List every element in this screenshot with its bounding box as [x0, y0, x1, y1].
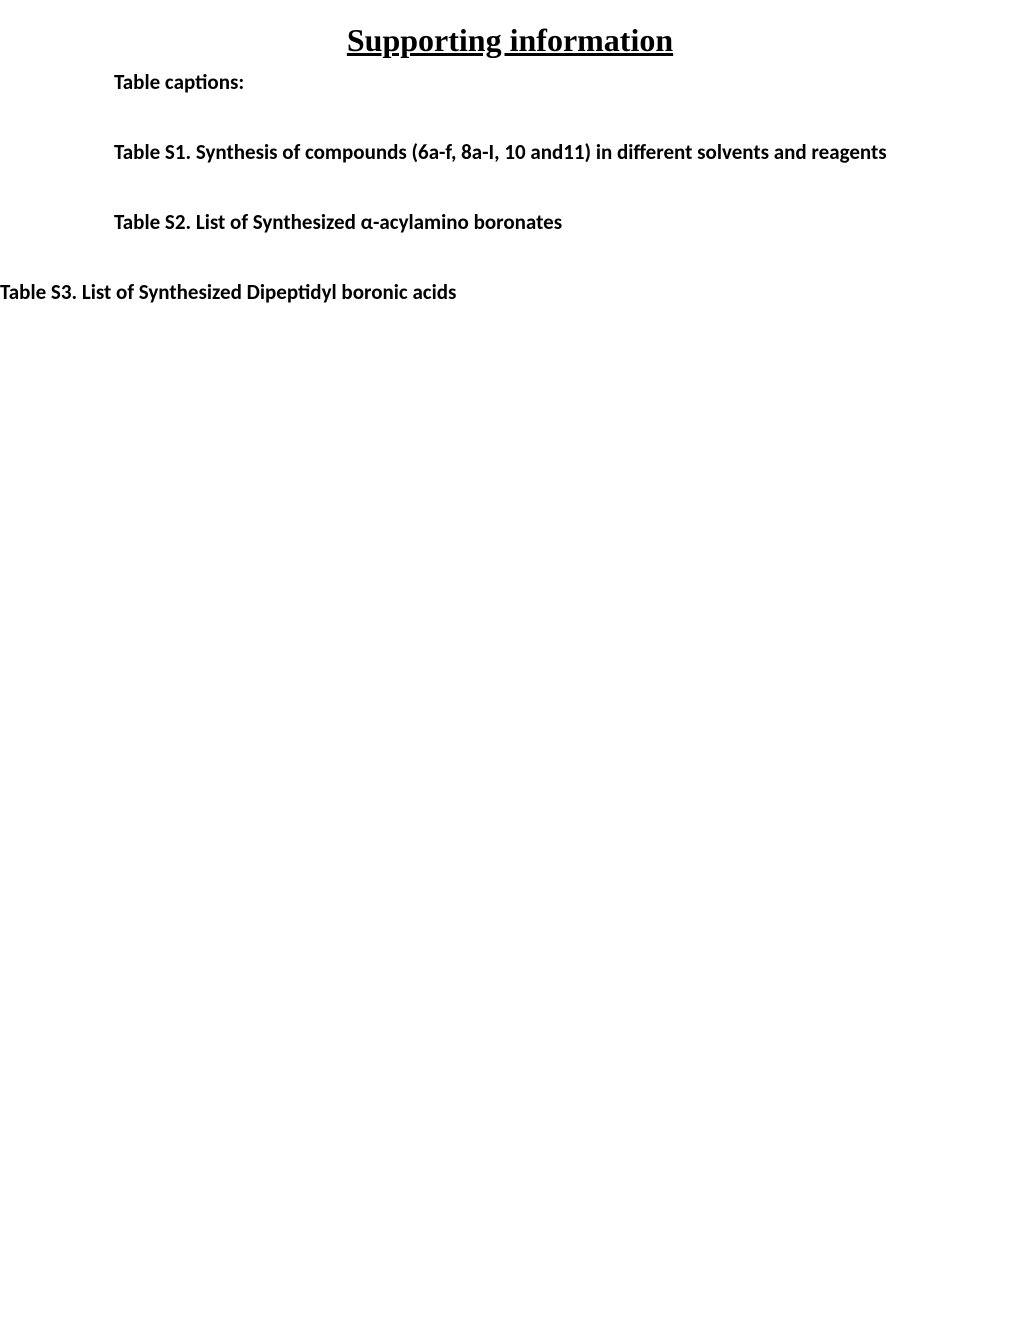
- table-caption-s2: Table S2. List of Synthesized α-acylamin…: [114, 209, 1020, 235]
- table-caption-s3: Table S3. List of Synthesized Dipeptidyl…: [0, 279, 1020, 305]
- table-captions-header: Table captions:: [114, 69, 1020, 95]
- table-caption-s1: Table S1. Synthesis of compounds (6a-f, …: [114, 139, 1020, 165]
- page-title: Supporting information: [0, 22, 1020, 59]
